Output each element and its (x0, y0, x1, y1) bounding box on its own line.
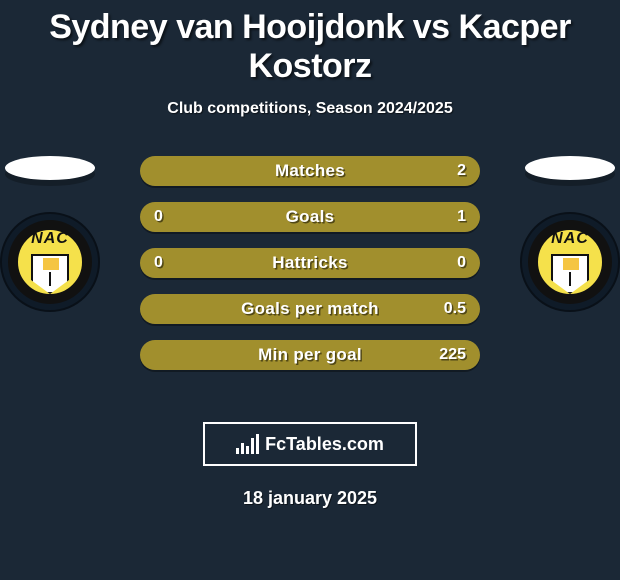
stat-label: Hattricks (140, 248, 480, 278)
player-right-head-icon (525, 156, 615, 180)
brand-box: FcTables.com (203, 422, 417, 466)
stat-label: Goals (140, 202, 480, 232)
bar-chart-icon (236, 434, 259, 454)
stat-value-left: 0 (154, 248, 163, 278)
player-left-club-logo: NAC (0, 212, 100, 312)
page-title: Sydney van Hooijdonk vs Kacper Kostorz (0, 0, 620, 86)
date-text: 18 january 2025 (0, 488, 620, 509)
stat-label: Min per goal (140, 340, 480, 370)
stat-row: Goals per match0.5 (140, 294, 480, 324)
player-left-head-icon (5, 156, 95, 180)
stat-value-right: 0.5 (444, 294, 466, 324)
stat-label: Matches (140, 156, 480, 186)
stat-rows: Matches2Goals01Hattricks00Goals per matc… (140, 156, 480, 370)
brand-text: FcTables.com (265, 434, 384, 455)
stat-row: Goals0 1 (140, 202, 480, 232)
stat-row: Hattricks0 0 (140, 248, 480, 278)
player-right-club-logo: NAC (520, 212, 620, 312)
stat-value-right: 0 (457, 248, 466, 278)
stat-value-left: 0 (154, 202, 163, 232)
stat-value-right: 225 (439, 340, 466, 370)
stat-label: Goals per match (140, 294, 480, 324)
nac-badge-icon: NAC (528, 220, 612, 304)
nac-badge-icon: NAC (8, 220, 92, 304)
stat-value-right: 1 (457, 202, 466, 232)
player-right: NAC (510, 156, 620, 312)
subtitle: Club competitions, Season 2024/2025 (0, 100, 620, 118)
stat-value-right: 2 (457, 156, 466, 186)
stat-row: Min per goal225 (140, 340, 480, 370)
player-left: NAC (0, 156, 110, 312)
comparison-stage: NAC NAC Matches2Goals01Hattricks00Goals … (0, 156, 620, 396)
stat-row: Matches2 (140, 156, 480, 186)
